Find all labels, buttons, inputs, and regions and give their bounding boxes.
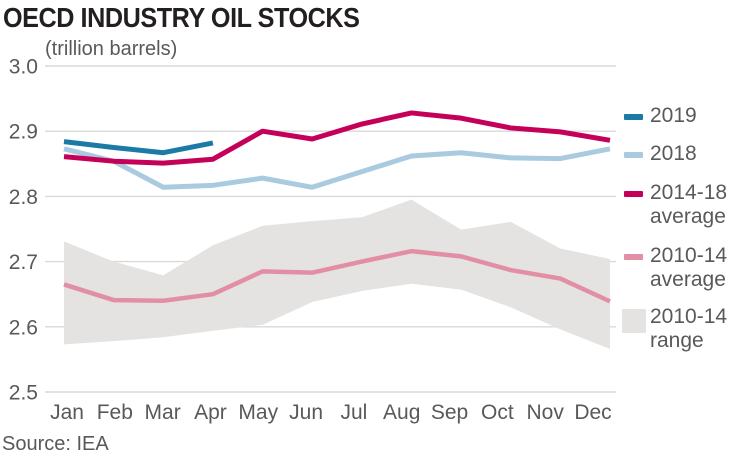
y-axis-tick-label: 2.7 — [9, 251, 38, 274]
x-axis-tick-label: Sep — [431, 401, 468, 424]
legend-swatch-2018 — [624, 152, 643, 158]
legend-label: 2010-14 range — [650, 305, 728, 352]
x-axis-tick-label: Feb — [97, 401, 133, 424]
x-axis-tick-label: Nov — [527, 401, 565, 424]
chart-legend: 2019 2018 2014-18 average 2010-14 average … — [620, 0, 740, 459]
x-axis-tick-label: Oct — [481, 401, 514, 424]
y-axis-tick-label: 2.5 — [9, 382, 38, 405]
x-axis-tick-label: Aug — [383, 401, 420, 424]
range-band — [64, 199, 610, 349]
series-line — [63, 248, 611, 304]
series-line — [63, 146, 611, 190]
y-axis-tick-label: 2.6 — [9, 316, 38, 339]
y-axis-tick-label: 3.0 — [9, 56, 38, 79]
source-attribution: Source: IEA — [2, 433, 109, 455]
x-axis-tick-label: Apr — [194, 401, 227, 424]
legend-label: 2019 — [650, 104, 697, 127]
series-line — [63, 110, 611, 166]
x-axis-tick-label: Jan — [50, 401, 84, 424]
legend-label: 2018 — [650, 142, 697, 165]
x-axis-tick-label: Jul — [340, 401, 367, 424]
legend-swatch-2010-14-range — [622, 309, 646, 333]
x-axis-tick-label: May — [238, 401, 278, 424]
legend-label: 2014-18 average — [650, 181, 728, 228]
series-line — [63, 139, 214, 156]
legend-swatch-2010-14-avg — [624, 254, 643, 260]
x-axis-tick-label: Dec — [574, 401, 611, 424]
legend-swatch-2014-18 — [624, 191, 643, 197]
page-title: OECD INDUSTRY OIL STOCKS — [3, 2, 360, 33]
legend-swatch-2019 — [624, 114, 643, 120]
x-axis-tick-label: Mar — [145, 401, 181, 424]
axis-units-label: (trillion barrels) — [45, 38, 178, 60]
y-axis-tick-label: 2.9 — [9, 121, 38, 144]
y-axis-tick-label: 2.8 — [9, 186, 38, 209]
legend-label: 2010-14 average — [650, 244, 728, 291]
x-axis-tick-label: Jun — [289, 401, 323, 424]
